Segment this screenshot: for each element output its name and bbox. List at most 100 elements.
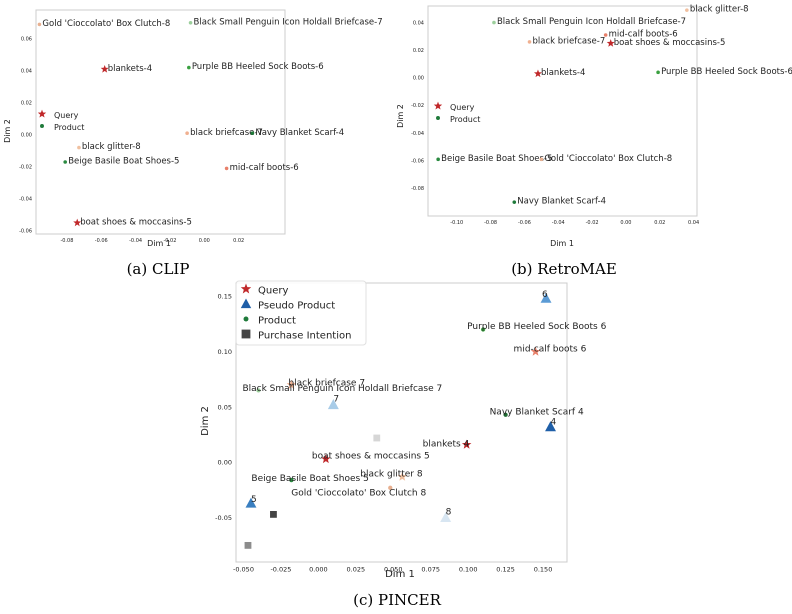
- y-tick-label: -0.02: [411, 103, 424, 109]
- legend-label: Purchase Intention: [258, 331, 351, 342]
- y-tick-label: 0.04: [413, 20, 424, 26]
- y-tick-label: 0.10: [218, 348, 232, 356]
- x-tick-label: 0.050: [384, 566, 403, 574]
- clip-panel: -0.08 -0.06 -0.04 -0.02 0.00 0.02 -0.06 -0.04 -0…: [3, 9, 383, 278]
- data-point-star: [397, 471, 407, 481]
- data-point-star: [606, 39, 615, 47]
- y-tick-label: 0.05: [218, 403, 232, 411]
- point-label: 7: [333, 394, 339, 404]
- x-tick-label: -0.050: [233, 566, 254, 574]
- point-label: mid-calf boots-6: [230, 163, 299, 173]
- point-label: Black Small Penguin Icon Holdall Briefca…: [497, 17, 686, 27]
- data-point-star: [100, 65, 109, 73]
- x-tick-label: 0.00: [199, 238, 210, 244]
- legend-marker-star: [37, 109, 47, 118]
- point-label: boat shoes & moccasins 5: [312, 452, 430, 462]
- data-point-dot: [256, 388, 261, 393]
- y-axis-label: Dim 2: [200, 406, 211, 436]
- point-label: blankets-4: [108, 64, 152, 74]
- legend-frame: [235, 280, 367, 346]
- x-tick-label: -0.04: [129, 238, 142, 244]
- y-tick-label: -0.06: [411, 158, 424, 164]
- data-point-triangle: [440, 511, 452, 523]
- data-point-square: [270, 510, 277, 518]
- point-label: Navy Blanket Scarf 4: [490, 407, 584, 417]
- data-point-dot: [512, 200, 517, 204]
- x-tick-label: -0.08: [60, 238, 73, 244]
- data-point-dot: [250, 131, 255, 135]
- data-point-star: [321, 454, 331, 464]
- data-point-dot: [289, 477, 294, 483]
- x-tick-label: 0.04: [688, 220, 699, 226]
- data-point-triangle: [327, 399, 339, 410]
- panel-caption: (c) PINCER: [353, 591, 441, 609]
- legend-label: Pseudo Product: [258, 301, 335, 312]
- x-tick-label: 0.02: [233, 238, 244, 244]
- pincer-panel: -0.050 -0.025 0.000 0.025 0.050 0.075 0.100 0.1…: [200, 280, 607, 609]
- data-point-dot: [685, 8, 689, 12]
- point-label: Gold 'Cioccolato' Box Clutch-8: [42, 19, 170, 29]
- y-tick-label: -0.06: [19, 229, 32, 235]
- data-point-dot: [388, 485, 393, 490]
- data-point-triangle: [545, 421, 556, 432]
- legend-marker-dot: [243, 316, 249, 322]
- data-point-dot: [224, 166, 229, 171]
- point-label: black briefcase-7: [533, 36, 606, 46]
- point-label: black glitter-8: [690, 5, 749, 15]
- x-tick-label: 0.100: [459, 566, 478, 574]
- y-tick-label: -0.02: [19, 165, 32, 171]
- x-tick-label: -0.02: [586, 220, 599, 226]
- legend-label: Product: [450, 115, 480, 124]
- x-tick-label: 0.125: [496, 566, 515, 574]
- point-label: Navy Blanket Scarf-4: [255, 128, 344, 138]
- legend-marker-dot: [436, 116, 440, 120]
- y-tick-label: 0.02: [21, 101, 32, 107]
- point-label: black glitter-8: [82, 142, 141, 152]
- point-label: black briefcase-7: [190, 128, 263, 138]
- point-label: 6: [542, 290, 548, 300]
- point-label: mid-calf boots 6: [514, 344, 587, 354]
- point-label: Gold 'Cioccolato' Box Clutch 8: [291, 489, 426, 499]
- data-point-star: [73, 218, 82, 227]
- point-label: 8: [446, 507, 452, 517]
- legend-label: Query: [450, 103, 475, 112]
- data-point-dot: [188, 21, 193, 25]
- data-point-square: [373, 434, 381, 442]
- point-label: blankets 4: [423, 439, 470, 449]
- y-tick-label: 0.06: [21, 37, 32, 43]
- point-label: black briefcase 7: [288, 379, 365, 389]
- retromae-panel: -0.10 -0.08 -0.06 -0.04 -0.02 0.00 0.02 0.04 -0.…: [396, 5, 792, 278]
- point-label: boat shoes & moccasins-5: [80, 217, 192, 227]
- legend: Query Product: [37, 109, 84, 132]
- x-tick-label: -0.06: [95, 238, 108, 244]
- point-label: mid-calf boots-6: [609, 30, 678, 40]
- legend: Query Product: [433, 101, 480, 124]
- data-point-star: [461, 439, 472, 449]
- data-point-dot: [539, 157, 544, 162]
- point-label: Black Small Penguin Icon Holdall Briefca…: [194, 17, 383, 27]
- point-label: boat shoes & moccasins-5: [614, 38, 726, 48]
- y-tick-label: -0.04: [19, 197, 32, 203]
- y-tick-label: 0.15: [218, 293, 232, 301]
- legend-label: Product: [258, 316, 296, 327]
- y-tick-label: -0.08: [411, 186, 424, 192]
- data-point-dot: [185, 131, 189, 135]
- legend-marker-star: [433, 101, 443, 110]
- y-tick-label: 0.04: [21, 69, 32, 75]
- legend-marker-star: [240, 283, 252, 294]
- legend-marker-square: [241, 329, 251, 339]
- data-point-dot: [37, 22, 42, 27]
- point-label: 4: [551, 418, 557, 428]
- y-tick-label: 0.02: [413, 48, 424, 54]
- data-point-dot: [603, 33, 608, 37]
- data-point-square: [244, 541, 252, 549]
- data-point-dot: [656, 70, 660, 75]
- y-axis-label: Dim 2: [3, 119, 12, 143]
- data-point-dot: [527, 40, 532, 44]
- x-tick-label: -0.02: [163, 238, 176, 244]
- data-point-dot: [63, 160, 67, 164]
- point-label: Beige Basile Boat Shoes 5: [251, 474, 368, 484]
- legend: Query Pseudo Product Product Purchase Inten…: [235, 280, 367, 346]
- data-point-dot: [436, 157, 440, 162]
